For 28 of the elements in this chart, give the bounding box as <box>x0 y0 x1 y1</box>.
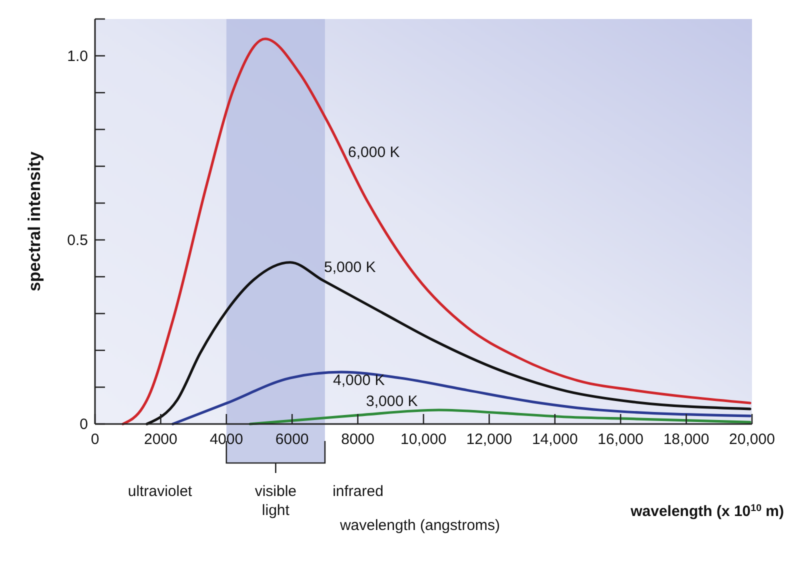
line-series <box>122 38 752 426</box>
x-tick-label: 8000 <box>341 431 374 448</box>
line-series <box>248 408 752 426</box>
series-label: 5,000 K <box>324 259 376 276</box>
x-axis-title: wavelength (angstroms) <box>338 517 500 534</box>
line-series <box>146 261 752 426</box>
y-tick-label: 0 <box>80 416 88 433</box>
series-label: 4,000 K <box>333 372 385 389</box>
y-tick-label: 0.5 <box>67 232 88 249</box>
series-label: 6,000 K <box>348 144 400 161</box>
text: wavelength (x 10$^{10}$ m) <box>630 502 784 520</box>
x-tick-label: 20,000 <box>729 431 775 448</box>
x-tick-label: 12,000 <box>466 431 512 448</box>
x-tick-label: 6000 <box>275 431 309 448</box>
x-tick-label: 18,000 <box>663 431 710 448</box>
text: infrared <box>332 483 384 500</box>
y-tick-label: 1.0 <box>67 48 88 65</box>
x-tick-label: 0 <box>90 431 100 448</box>
text: ultraviolet <box>128 483 193 500</box>
band-label: visible light <box>254 483 297 519</box>
x-tick-label: 2000 <box>144 431 178 448</box>
series-label: 3,000 K <box>366 393 418 410</box>
x-tick-label: 16,000 <box>598 431 644 448</box>
x-tick-label: 14,000 <box>532 431 578 448</box>
y-axis-title: spectral intensity <box>25 151 44 292</box>
line-series <box>172 370 752 426</box>
x-tick-label: 4000 <box>210 431 244 448</box>
x-tick-label: 10,000 <box>400 431 446 448</box>
